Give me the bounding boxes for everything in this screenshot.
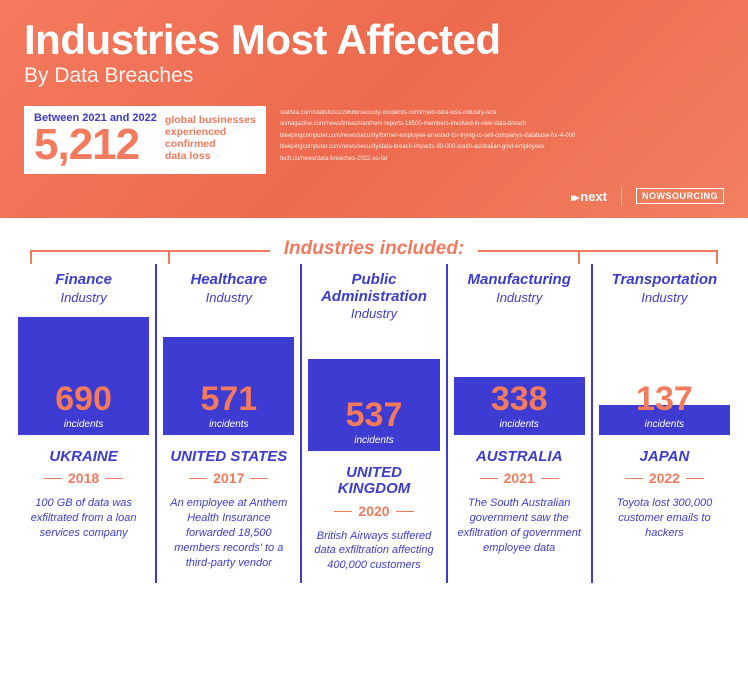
industry-name: Public Administration [308, 272, 439, 305]
incident-count: 137 [599, 384, 730, 415]
source-line: bleepingcomputer.com/news/security/data-… [280, 142, 724, 153]
incident-count: 338 [454, 384, 585, 415]
incident-label: incidents [163, 419, 294, 430]
industry-word: Industry [163, 290, 294, 305]
bar-wrap: 690 incidents [18, 315, 149, 435]
logo-divider [621, 186, 622, 206]
industry-column: FinanceIndustry 690 incidents UKRAINE 2018 10… [12, 264, 157, 583]
source-line: statista.com/statistics/229688/security-… [280, 108, 724, 119]
example-story: 100 GB of data was exfiltrated from a lo… [18, 496, 149, 541]
logos: next NOWSOURCING [571, 186, 724, 206]
example-year: 2018 [68, 470, 99, 486]
source-links: statista.com/statistics/229688/security-… [280, 106, 724, 174]
example-block: UNITED KINGDOM 2020 British Airways suffer… [308, 465, 439, 573]
bar-wrap: 537 incidents [308, 331, 439, 451]
incident-bar: 338 incidents [454, 377, 585, 435]
country-name: UKRAINE [18, 449, 149, 465]
example-story: The South Australian government saw the … [454, 496, 585, 555]
incident-label: incidents [18, 419, 149, 430]
nowsourcing-logo: NOWSOURCING [636, 188, 724, 204]
incident-count: 571 [163, 384, 294, 415]
industry-word: Industry [599, 290, 730, 305]
example-story: An employee at Anthem Health Insurance f… [163, 496, 294, 570]
incident-bar: 537 incidents [308, 359, 439, 451]
example-year: 2017 [213, 470, 244, 486]
industry-column: Public AdministrationIndustry 537 incident… [302, 264, 447, 583]
example-year: 2022 [649, 470, 680, 486]
example-block: UKRAINE 2018 100 GB of data was exfiltrate… [18, 449, 149, 541]
industry-name: Manufacturing [454, 272, 585, 289]
industry-name: Finance [18, 272, 149, 289]
incident-count: 537 [308, 400, 439, 431]
example-block: AUSTRALIA 2021 The South Australian govern… [454, 449, 585, 556]
industry-word: Industry [454, 290, 585, 305]
country-name: JAPAN [599, 449, 730, 465]
stat-description: global businesses experienced confirmed … [165, 114, 256, 166]
industry-column: HealthcareIndustry 571 incidents UNITED STA… [157, 264, 302, 583]
example-block: UNITED STATES 2017 An employee at Anthem H… [163, 449, 294, 571]
incident-label: incidents [599, 419, 730, 430]
next-logo: next [571, 189, 607, 204]
example-year: 2021 [504, 470, 535, 486]
country-name: AUSTRALIA [454, 449, 585, 465]
example-story: British Airways suffered data exfiltrati… [308, 529, 439, 574]
industry-columns: FinanceIndustry690incidentsUKRAINE201810… [0, 264, 748, 583]
source-line: scmagazine.com/news/breach/anthem-report… [280, 119, 724, 130]
industry-word: Industry [308, 306, 439, 321]
source-line: tech.co/news/data-breaches-2022-so-far [280, 154, 724, 165]
industry-word: Industry [18, 290, 149, 305]
stat-number: 5,212 [34, 124, 157, 166]
country-name: UNITED KINGDOM [308, 465, 439, 497]
main-title: Industries Most Affected [24, 18, 724, 62]
incident-label: incidents [308, 435, 439, 446]
stat-row: Between 2021 and 2022 5,212 global busin… [24, 106, 724, 174]
bar-wrap: 338 incidents [454, 315, 585, 435]
industry-column: TransportationIndustry 137 incidents JAPAN 2… [593, 264, 736, 583]
incident-bar: 690 incidents [18, 317, 149, 435]
incident-label: incidents [454, 419, 585, 430]
incident-bar: 137incidents [599, 405, 730, 435]
example-year: 2020 [358, 503, 389, 519]
industry-name: Transportation [599, 272, 730, 289]
subtitle: By Data Breaches [24, 64, 724, 88]
section-header: Industries included: [0, 238, 748, 260]
example-story: Toyota lost 300,000 customer emails to h… [599, 496, 730, 541]
source-line: bleepingcomputer.com/news/security/forme… [280, 131, 724, 142]
header-banner: Industries Most Affected By Data Breache… [0, 0, 748, 218]
bracket-right [478, 250, 718, 264]
bar-wrap: 137 incidents [599, 315, 730, 435]
incident-count: 690 [18, 384, 149, 415]
bar-wrap: 571 incidents [163, 315, 294, 435]
industry-column: ManufacturingIndustry 338 incidents AUSTRAL… [448, 264, 593, 583]
section-title: Industries included: [274, 238, 475, 260]
country-name: UNITED STATES [163, 449, 294, 465]
stat-box: Between 2021 and 2022 5,212 global busin… [24, 106, 266, 174]
example-block: JAPAN 2022 Toyota lost 300,000 customer em… [599, 449, 730, 541]
industry-name: Healthcare [163, 272, 294, 289]
bracket-left [30, 250, 270, 264]
incident-bar: 571 incidents [163, 337, 294, 435]
